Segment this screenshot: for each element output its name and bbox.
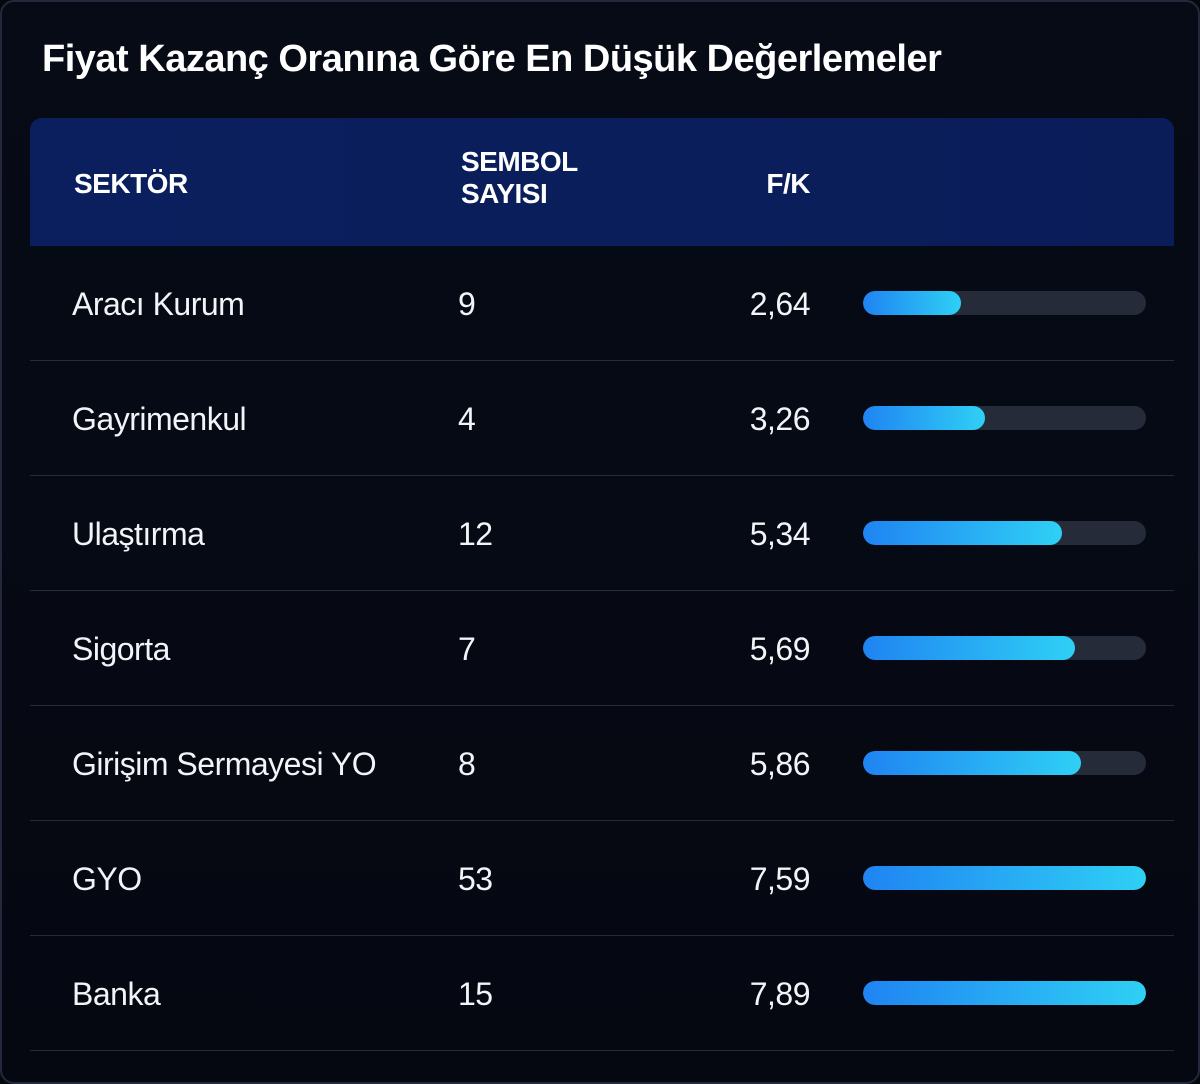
pe-bar: [863, 521, 1063, 545]
column-header-symbol-count-line1: SEMBOL: [461, 146, 578, 177]
column-header-pe: F/K: [766, 168, 810, 199]
pe-value: 5,34: [749, 516, 811, 552]
pe-value: 7,59: [749, 861, 811, 897]
pe-bar-track: [863, 406, 1146, 430]
pe-value: 7,89: [749, 976, 811, 1012]
pe-bar: [863, 981, 1146, 1005]
pe-bar-track: [863, 291, 1146, 315]
symbol-count: 4: [458, 401, 476, 437]
table-row: Aracı Kurum 9 2,64: [30, 246, 1174, 361]
column-header-symbol-count-line2: SAYISI: [461, 178, 548, 209]
table-row: Banka 15 7,89: [30, 936, 1174, 1051]
sector-label: Banka: [72, 976, 161, 1012]
pe-bar-track: [863, 521, 1146, 545]
sector-label: Gayrimenkul: [72, 401, 247, 437]
page-title: Fiyat Kazanç Oranına Göre En Düşük Değer…: [42, 38, 942, 80]
sector-label: Sigorta: [72, 631, 170, 667]
symbol-count: 9: [458, 286, 476, 322]
symbol-count: 15: [458, 976, 493, 1012]
table-row: Ulaştırma 12 5,34: [30, 476, 1174, 591]
table-row: Girişim Sermayesi YO 8 5,86: [30, 706, 1174, 821]
pe-bar: [863, 866, 1146, 890]
table-row: GYO 53 7,59: [30, 821, 1174, 936]
sector-label: GYO: [72, 861, 142, 897]
sector-label: Girişim Sermayesi YO: [72, 746, 377, 782]
column-header-symbol-count: SEMBOL SAYISI: [461, 146, 621, 210]
table-row: Gayrimenkul 4 3,26: [30, 361, 1174, 476]
sector-label: Aracı Kurum: [72, 286, 245, 322]
column-header-sector: SEKTÖR: [74, 168, 188, 199]
sector-label: Ulaştırma: [72, 516, 205, 552]
pe-bar-track: [863, 636, 1146, 660]
pe-value: 3,26: [749, 401, 811, 437]
symbol-count: 7: [458, 631, 476, 667]
pe-value: 5,86: [749, 746, 811, 782]
pe-bar: [863, 291, 962, 315]
table-row: Sigorta 7 5,69: [30, 591, 1174, 706]
table-header: SEKTÖR SEMBOL SAYISI F/K: [30, 118, 1174, 246]
pe-value: 5,69: [749, 631, 811, 667]
symbol-count: 12: [458, 516, 493, 552]
pe-bar: [863, 751, 1082, 775]
pe-bar-track: [863, 866, 1146, 890]
pe-bar: [863, 636, 1076, 660]
pe-value: 2,64: [749, 286, 811, 322]
pe-bar-track: [863, 981, 1146, 1005]
symbol-count: 53: [458, 861, 493, 897]
pe-bar-track: [863, 751, 1146, 775]
table-body: Aracı Kurum 9 2,64 Gayrimenkul 4 3,26 Ulaştırm…: [30, 246, 1174, 1051]
symbol-count: 8: [458, 746, 476, 782]
pe-bar: [863, 406, 985, 430]
